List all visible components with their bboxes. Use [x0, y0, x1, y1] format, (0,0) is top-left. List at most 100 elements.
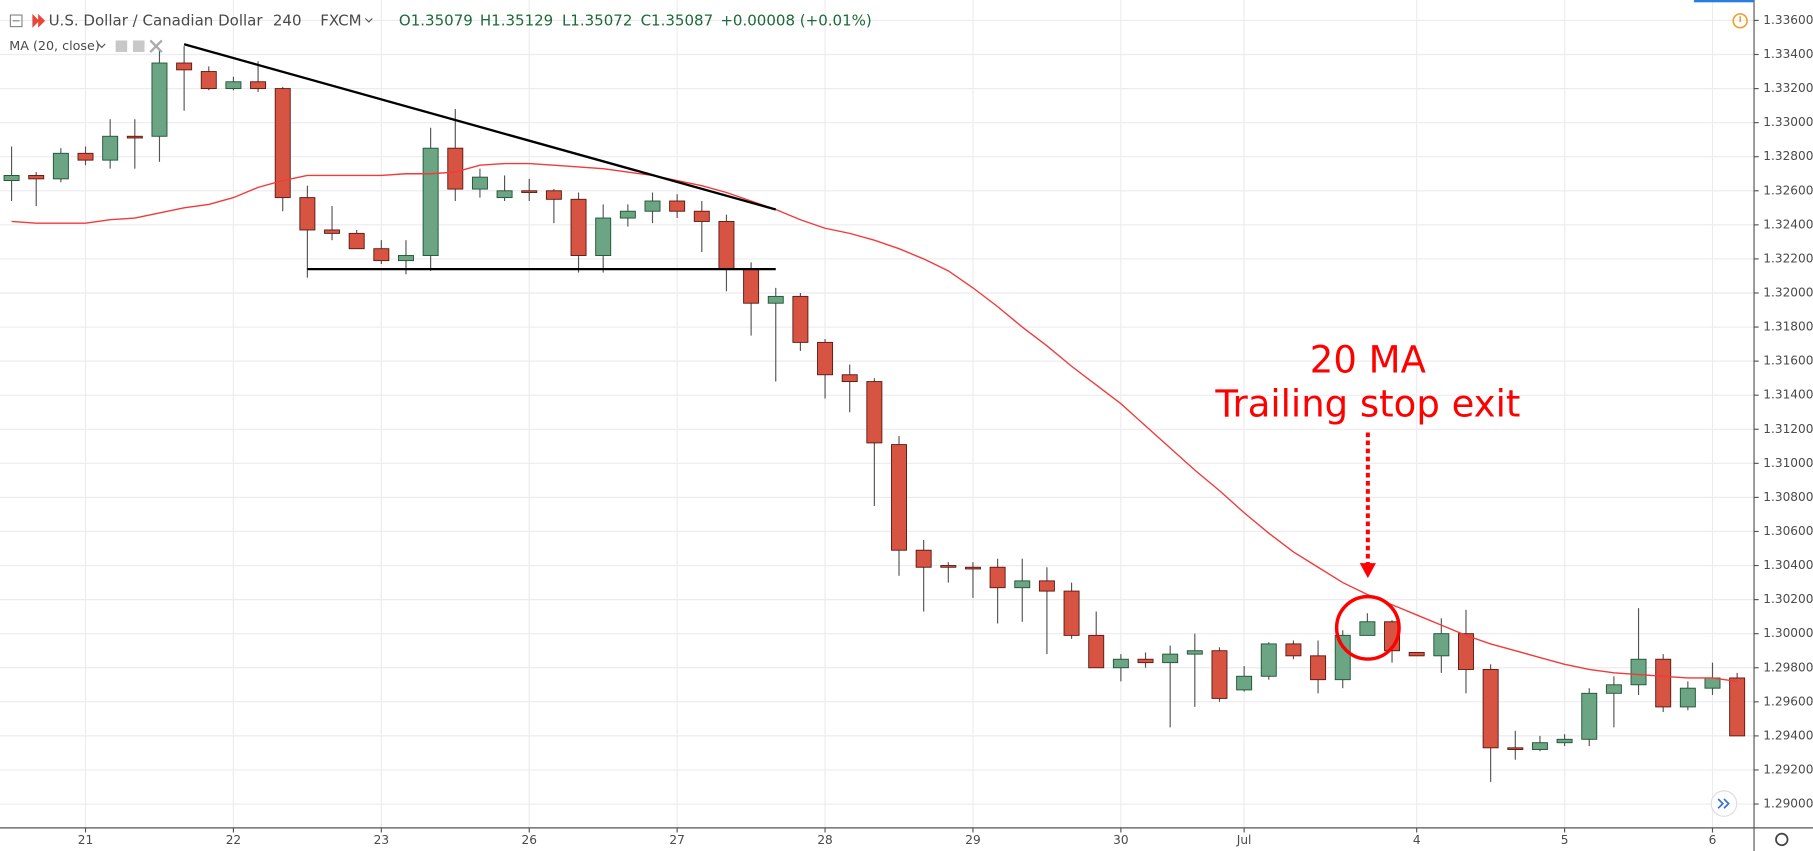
candle-body — [792, 295, 809, 343]
candle-body — [915, 549, 932, 568]
y-tick-label: 1.33200 — [1763, 81, 1813, 95]
ohlc-high: H1.35129 — [480, 11, 553, 29]
candle-body — [299, 197, 316, 231]
candle-body — [595, 217, 612, 256]
y-tick-label: 1.30600 — [1763, 524, 1813, 538]
candle-body — [1655, 658, 1672, 708]
candle-body — [964, 566, 981, 570]
candle-body — [200, 71, 217, 90]
y-tick-label: 1.30000 — [1763, 626, 1813, 640]
y-tick-label: 1.29400 — [1763, 728, 1813, 742]
y-tick-label: 1.33000 — [1763, 115, 1813, 129]
candle-body — [1581, 692, 1598, 740]
indicator-label[interactable]: MA (20, close) — [9, 38, 100, 53]
candle-body — [1630, 658, 1647, 686]
settings-icon[interactable] — [1775, 832, 1789, 847]
candle-body — [1433, 633, 1450, 657]
annotation: Trailing stop exit — [1214, 382, 1520, 425]
candle-body — [1186, 650, 1203, 655]
dropdown-icon[interactable] — [364, 18, 373, 23]
candle-body — [1334, 634, 1351, 681]
y-tick-label: 1.32000 — [1763, 285, 1813, 299]
candle-body — [743, 268, 760, 304]
candle-body — [1605, 684, 1622, 694]
candle-body — [398, 255, 414, 262]
candle-body — [151, 62, 168, 137]
candle-body — [373, 248, 390, 262]
x-tick-label: 28 — [817, 833, 832, 847]
annotation: 20 MA — [1310, 338, 1426, 381]
ohlc-low: L1.35072 — [562, 11, 632, 29]
x-tick-label: 22 — [226, 833, 241, 847]
candle-body — [693, 210, 710, 222]
y-tick-label: 1.32400 — [1763, 217, 1813, 231]
candle-body — [1088, 634, 1105, 669]
candle-body — [28, 174, 45, 180]
candle-body — [989, 566, 1006, 589]
warning-icon[interactable] — [1732, 13, 1748, 29]
source[interactable]: FXCM — [320, 11, 361, 29]
eye-button[interactable] — [115, 40, 128, 53]
y-tick-label: 1.29000 — [1763, 797, 1813, 811]
candle-body — [1112, 658, 1129, 669]
x-tick-label: 29 — [965, 833, 980, 847]
candle-body — [619, 210, 636, 219]
candle-body — [471, 176, 488, 190]
x-tick-label: 26 — [522, 833, 537, 847]
candle-body — [126, 135, 143, 139]
candle-body — [1679, 687, 1696, 708]
interval[interactable]: 240 — [273, 11, 302, 29]
candle-body — [1531, 742, 1548, 750]
highlight-circle — [1334, 594, 1401, 661]
candle-body — [1704, 677, 1721, 689]
candle-body — [817, 341, 834, 376]
candle-body — [274, 88, 291, 199]
y-tick-label: 1.29600 — [1763, 694, 1813, 708]
x-tick-label: 5 — [1561, 833, 1569, 847]
candle-body — [1236, 675, 1253, 691]
x-tick-label: 4 — [1413, 833, 1421, 847]
candle-body — [102, 135, 119, 161]
remove-button[interactable] — [149, 39, 163, 53]
candle-body — [422, 147, 439, 256]
candle-body — [52, 152, 69, 180]
top-bar — [1693, 0, 1755, 3]
candle-body — [176, 62, 193, 71]
candle-body — [1162, 653, 1179, 664]
candle-body — [324, 229, 341, 234]
arrow-head — [1359, 563, 1376, 579]
y-tick-label: 1.29800 — [1763, 660, 1813, 674]
candle-body — [1137, 658, 1154, 664]
candle-body — [940, 565, 957, 568]
candle-body — [348, 232, 365, 250]
y-tick-label: 1.32800 — [1763, 149, 1813, 163]
y-tick-label: 1.33400 — [1763, 47, 1813, 61]
x-tick-label: 27 — [669, 833, 684, 847]
settings-button[interactable] — [132, 40, 145, 53]
dropdown-icon[interactable] — [97, 43, 106, 49]
candle-body — [866, 381, 883, 444]
candle-body — [1408, 651, 1425, 657]
candle-body — [1359, 621, 1376, 636]
collapse-button[interactable] — [9, 14, 23, 28]
x-tick-label: 6 — [1709, 833, 1717, 847]
symbol-title[interactable]: U.S. Dollar / Canadian Dollar — [49, 11, 264, 29]
candle-body — [1014, 580, 1031, 589]
candle-body — [447, 147, 464, 190]
ohlc-close: C1.35087 — [641, 11, 714, 29]
y-tick-label: 1.29200 — [1763, 762, 1813, 776]
candle-body — [1556, 738, 1573, 744]
candle-body — [767, 295, 784, 304]
candle-body — [570, 198, 587, 256]
moving-average-line — [11, 162, 1738, 683]
candle-body — [496, 190, 513, 199]
candle-body — [545, 190, 562, 200]
candle-body — [1260, 643, 1277, 677]
candle-body — [3, 174, 20, 182]
candle-body — [891, 444, 907, 551]
y-tick-label: 1.30200 — [1763, 592, 1813, 606]
plot — [3, 43, 1746, 782]
candle-body — [521, 190, 538, 193]
candle-body — [841, 374, 858, 383]
